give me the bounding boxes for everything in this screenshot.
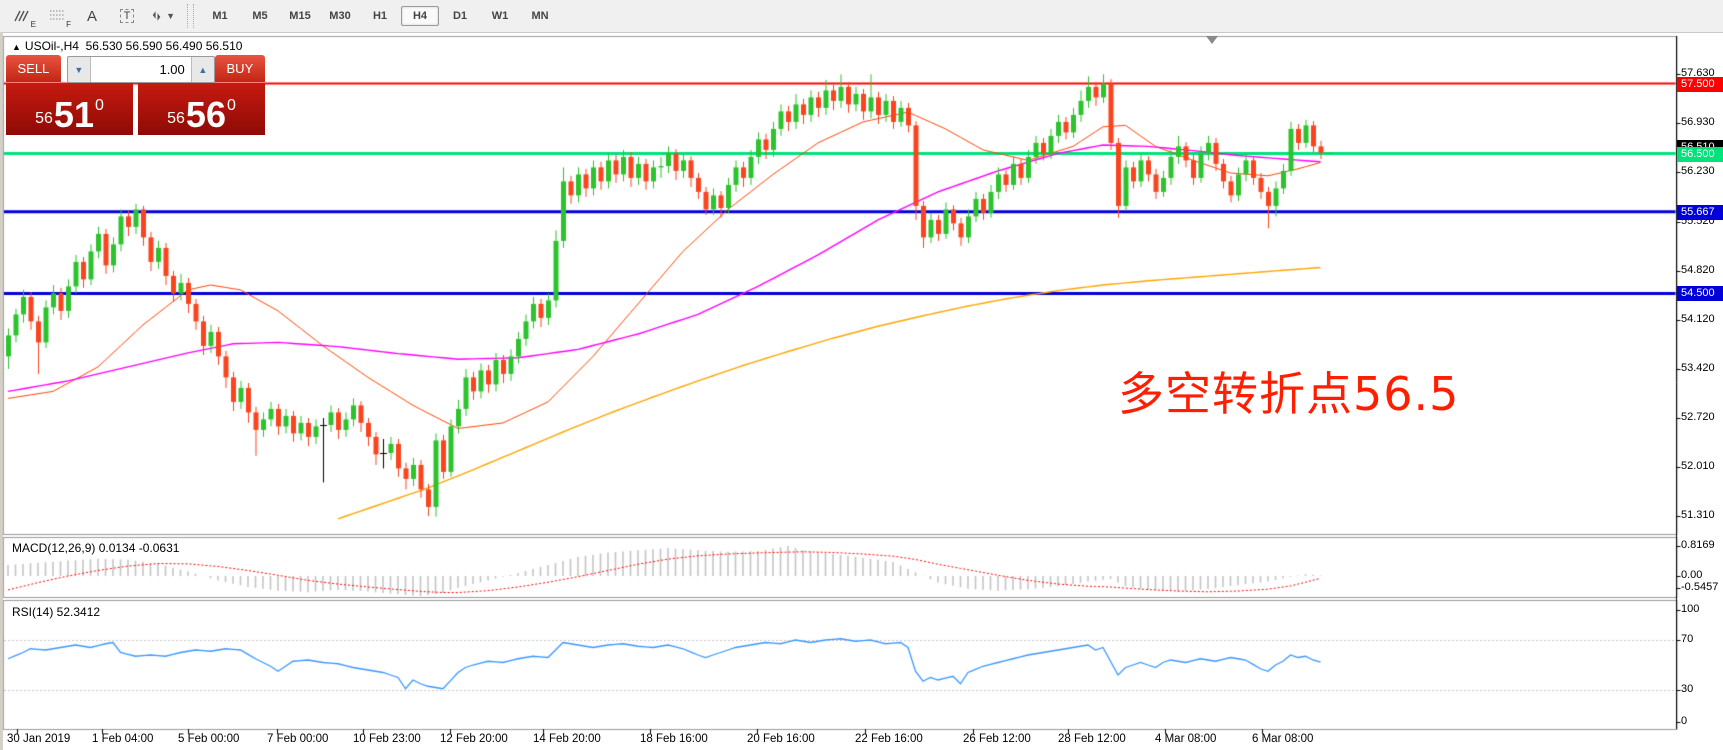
price-line-badge: 56.500 [1677,147,1723,162]
macd-axis-tick: 0.8169 [1681,539,1715,551]
macd-axis-tick: 0.00 [1681,569,1703,581]
price-axis-tick: 56.930 [1681,116,1715,128]
volume-stepper: ▼ 1.00 ▲ [66,56,215,83]
time-axis-label: 4 Mar 08:00 [1155,733,1217,745]
volume-decrease-button[interactable]: ▼ [74,64,84,75]
rsi-axis-tick: 100 [1681,603,1700,615]
macd-axis-tick: -0.5457 [1681,581,1719,593]
time-axis-label: 30 Jan 2019 [7,733,71,745]
time-axis-label: 5 Feb 00:00 [178,733,240,745]
time-axis-label: 10 Feb 23:00 [353,733,421,745]
time-axis-label: 7 Feb 00:00 [267,733,329,745]
buy-price-big: 56 [185,93,226,135]
symbol-header: ▲ USOil-,H4 56.530 56.590 56.490 56.510 [12,39,242,53]
one-click-trading-panel: SELL ▼ 1.00 ▲ BUY 56 51 0 56 56 0 [6,55,265,135]
time-axis-label: 28 Feb 12:00 [1058,733,1126,745]
symbol-title: USOil-,H4 [24,39,79,53]
time-axis-label: 6 Mar 08:00 [1252,733,1314,745]
rsi-axis-tick: 70 [1681,633,1694,645]
time-axis-label: 1 Feb 04:00 [92,733,154,745]
buy-price-prefix: 56 [167,110,185,127]
buy-price-tile[interactable]: 56 56 0 [138,83,265,135]
chart-annotation-text: 多空转折点56.5 [1118,367,1460,421]
collapse-arrow-icon[interactable]: ▲ [12,42,21,52]
rsi-axis-tick: 0 [1681,715,1688,727]
price-line-badge: 55.667 [1677,205,1723,220]
time-axis-label: 20 Feb 16:00 [747,733,815,745]
sell-price-sup: 0 [94,97,104,114]
price-axis-tick: 52.720 [1681,411,1715,423]
macd-label: MACD(12,26,9) 0.0134 -0.0631 [12,541,180,555]
volume-input[interactable]: 1.00 [89,57,192,82]
symbol-quotes: 56.530 56.590 56.490 56.510 [85,39,243,53]
price-axis-tick: 54.820 [1681,264,1715,276]
price-axis-tick: 53.420 [1681,362,1715,374]
time-axis-label: 12 Feb 20:00 [440,733,508,745]
price-line-badge: 57.500 [1677,77,1723,92]
time-axis-label: 18 Feb 16:00 [640,733,708,745]
sell-price-big: 51 [53,93,94,135]
rsi-axis-tick: 30 [1681,683,1694,695]
sell-price-tile[interactable]: 56 51 0 [6,83,133,135]
buy-price-sup: 0 [226,97,236,114]
rsi-label: RSI(14) 52.3412 [12,605,101,619]
price-line-badge: 54.500 [1677,286,1723,301]
volume-increase-button[interactable]: ▲ [198,64,208,75]
price-axis-tick: 52.010 [1681,460,1715,472]
chart-shift-marker-icon[interactable] [1206,36,1218,44]
time-axis-label: 22 Feb 16:00 [855,733,923,745]
time-axis-label: 26 Feb 12:00 [963,733,1031,745]
price-axis-tick: 51.310 [1681,509,1715,521]
price-axis-tick: 56.230 [1681,165,1715,177]
buy-button[interactable]: BUY [214,55,265,82]
time-axis-label: 14 Feb 20:00 [533,733,601,745]
sell-price-prefix: 56 [35,110,53,127]
sell-button[interactable]: SELL [6,55,61,82]
price-axis-tick: 57.630 [1681,67,1715,79]
price-axis-tick: 54.120 [1681,313,1715,325]
